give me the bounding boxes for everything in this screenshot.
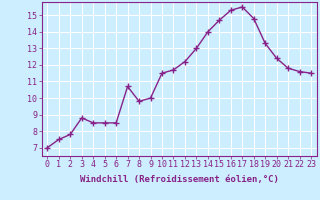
X-axis label: Windchill (Refroidissement éolien,°C): Windchill (Refroidissement éolien,°C) [80, 175, 279, 184]
